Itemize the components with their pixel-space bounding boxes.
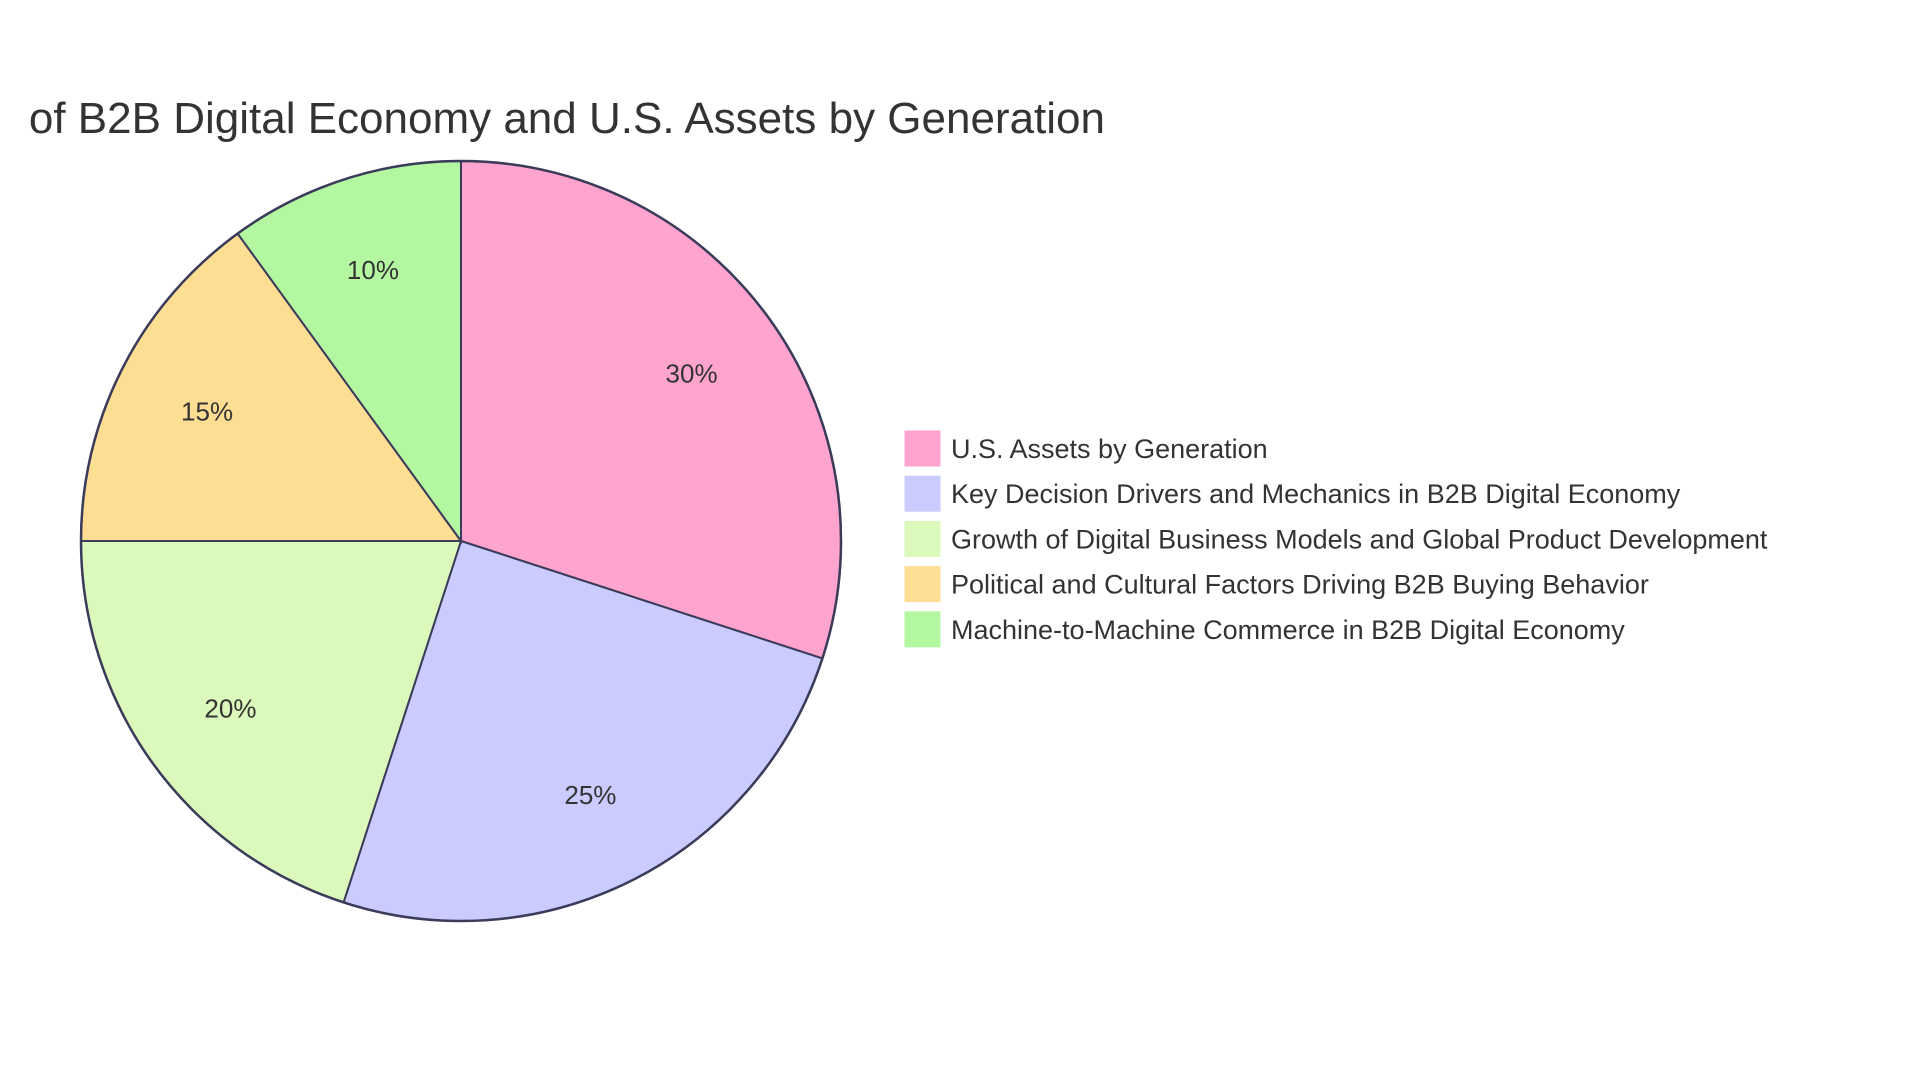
legend-label: Political and Cultural Factors Driving B… [951, 570, 1649, 600]
legend-item: Political and Cultural Factors Driving B… [903, 565, 1649, 604]
pie-slices [79, 159, 843, 923]
legend-label: Growth of Digital Business Models and Gl… [951, 524, 1768, 554]
slice-label: 15% [181, 397, 233, 427]
legend-label: Key Decision Drivers and Mechanics in B2… [951, 479, 1681, 509]
legend-item: U.S. Assets by Generation [903, 429, 1268, 468]
legend-swatch [903, 474, 942, 513]
slice-label: 20% [204, 694, 256, 724]
slice-label: 10% [347, 255, 399, 285]
legend-swatch [903, 429, 942, 468]
legend-item: Key Decision Drivers and Mechanics in B2… [903, 474, 1681, 513]
legend-label: Machine-to-Machine Commerce in B2B Digit… [951, 615, 1625, 645]
pie-outline [79, 159, 843, 923]
legend: U.S. Assets by Generation Key Decision Dr… [903, 429, 1768, 649]
slice-label: 30% [666, 358, 718, 388]
legend-item: Machine-to-Machine Commerce in B2B Digit… [903, 610, 1625, 649]
legend-swatch [903, 565, 942, 604]
chart-title: of B2B Digital Economy and U.S. Assets b… [29, 94, 1105, 143]
slice-labels: 30% 25% 20% 15% 10% [181, 255, 718, 810]
legend-swatch [903, 519, 942, 558]
legend-label: U.S. Assets by Generation [951, 434, 1268, 464]
legend-swatch [903, 610, 942, 649]
slice-label: 25% [564, 780, 616, 810]
legend-item: Growth of Digital Business Models and Gl… [903, 519, 1768, 558]
